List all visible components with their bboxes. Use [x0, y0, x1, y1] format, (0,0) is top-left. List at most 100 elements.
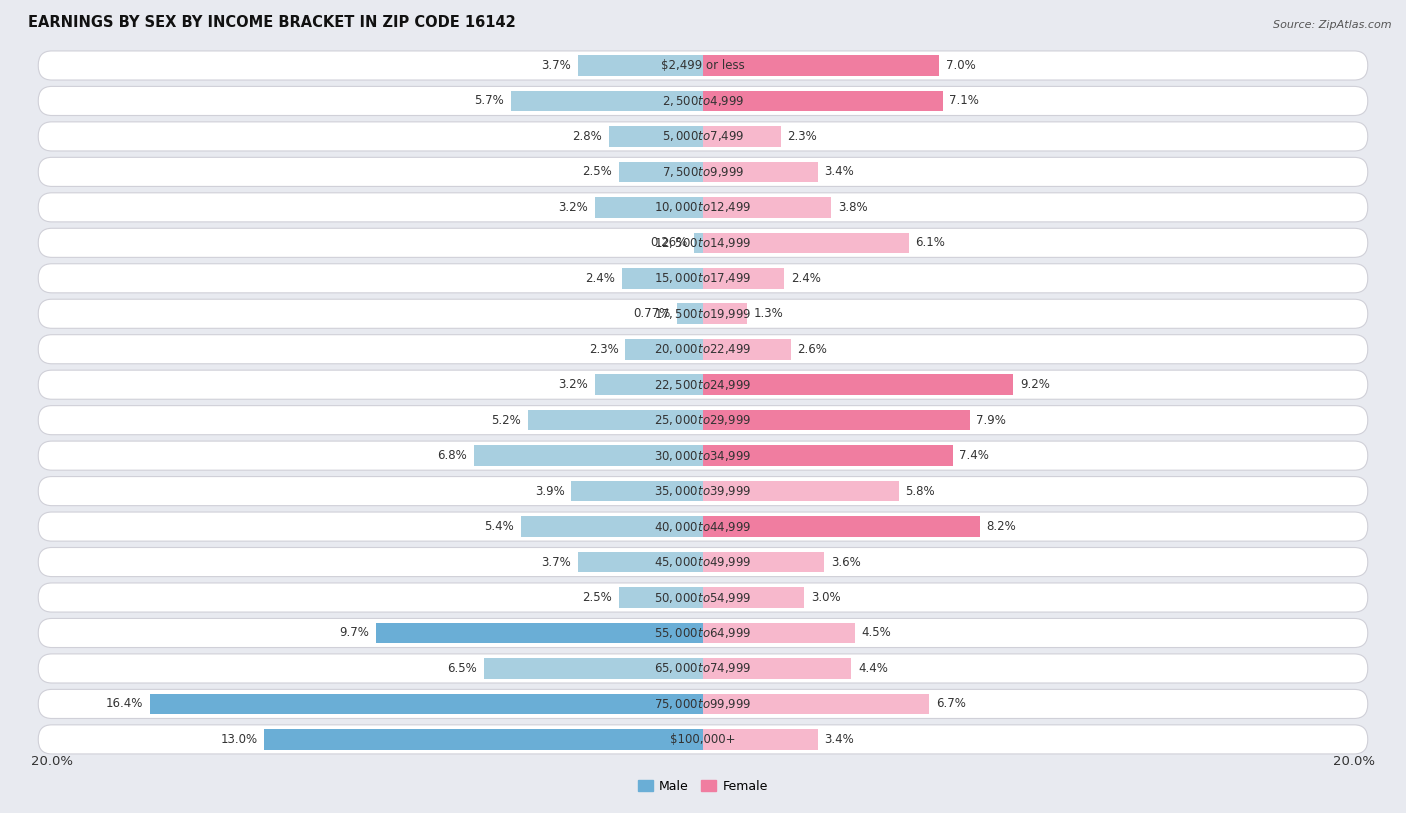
Bar	[619, 587, 703, 608]
Bar	[578, 552, 703, 572]
Text: 7.4%: 7.4%	[959, 449, 990, 462]
Text: 8.2%: 8.2%	[987, 520, 1017, 533]
Text: $65,000 to $74,999: $65,000 to $74,999	[654, 662, 752, 676]
Bar	[703, 162, 818, 182]
FancyBboxPatch shape	[38, 654, 1368, 683]
Text: 7.9%: 7.9%	[976, 414, 1007, 427]
Text: 3.7%: 3.7%	[541, 555, 571, 568]
Text: 2.4%: 2.4%	[790, 272, 821, 285]
Text: $45,000 to $49,999: $45,000 to $49,999	[654, 555, 752, 569]
FancyBboxPatch shape	[38, 193, 1368, 222]
Text: $15,000 to $17,499: $15,000 to $17,499	[654, 272, 752, 285]
Bar	[703, 55, 939, 76]
Bar	[703, 268, 785, 289]
Text: 13.0%: 13.0%	[221, 733, 257, 746]
Text: 3.4%: 3.4%	[824, 733, 855, 746]
Bar	[703, 480, 898, 502]
Text: 5.8%: 5.8%	[905, 485, 935, 498]
Text: $10,000 to $12,499: $10,000 to $12,499	[654, 200, 752, 215]
Text: 6.5%: 6.5%	[447, 662, 477, 675]
Text: 0.77%: 0.77%	[633, 307, 671, 320]
Text: 20.0%: 20.0%	[31, 755, 73, 768]
FancyBboxPatch shape	[38, 583, 1368, 612]
FancyBboxPatch shape	[38, 122, 1368, 151]
Text: EARNINGS BY SEX BY INCOME BRACKET IN ZIP CODE 16142: EARNINGS BY SEX BY INCOME BRACKET IN ZIP…	[28, 15, 516, 30]
Bar	[703, 375, 1014, 395]
Bar	[703, 693, 929, 714]
Bar	[527, 410, 703, 430]
Bar	[510, 91, 703, 111]
Text: 3.0%: 3.0%	[811, 591, 841, 604]
Text: $12,500 to $14,999: $12,500 to $14,999	[654, 236, 752, 250]
Bar	[703, 197, 831, 218]
Text: $35,000 to $39,999: $35,000 to $39,999	[654, 484, 752, 498]
FancyBboxPatch shape	[38, 512, 1368, 541]
FancyBboxPatch shape	[38, 406, 1368, 435]
Bar	[595, 197, 703, 218]
Text: 2.5%: 2.5%	[582, 165, 612, 178]
Bar	[703, 233, 908, 253]
Text: 1.3%: 1.3%	[754, 307, 783, 320]
Text: 2.6%: 2.6%	[797, 343, 827, 356]
Text: Source: ZipAtlas.com: Source: ZipAtlas.com	[1274, 20, 1392, 30]
FancyBboxPatch shape	[38, 689, 1368, 719]
Text: $50,000 to $54,999: $50,000 to $54,999	[654, 590, 752, 605]
Text: 16.4%: 16.4%	[105, 698, 143, 711]
Text: 3.6%: 3.6%	[831, 555, 860, 568]
Bar	[375, 623, 703, 643]
Text: 4.5%: 4.5%	[862, 627, 891, 640]
Bar	[703, 623, 855, 643]
Bar	[703, 339, 790, 359]
Bar	[703, 126, 780, 146]
FancyBboxPatch shape	[38, 547, 1368, 576]
Bar	[264, 729, 703, 750]
Text: 6.8%: 6.8%	[437, 449, 467, 462]
Legend: Male, Female: Male, Female	[633, 775, 773, 798]
Text: 3.4%: 3.4%	[824, 165, 855, 178]
FancyBboxPatch shape	[38, 158, 1368, 186]
Bar	[703, 587, 804, 608]
Text: $40,000 to $44,999: $40,000 to $44,999	[654, 520, 752, 533]
Text: $20,000 to $22,499: $20,000 to $22,499	[654, 342, 752, 356]
Text: $7,500 to $9,999: $7,500 to $9,999	[662, 165, 744, 179]
Text: 5.2%: 5.2%	[491, 414, 520, 427]
Bar	[703, 729, 818, 750]
Text: 5.4%: 5.4%	[484, 520, 515, 533]
FancyBboxPatch shape	[38, 619, 1368, 647]
Text: 5.7%: 5.7%	[474, 94, 503, 107]
Bar	[703, 516, 980, 537]
Text: 3.2%: 3.2%	[558, 378, 588, 391]
Bar	[571, 480, 703, 502]
Text: 2.4%: 2.4%	[585, 272, 616, 285]
Text: 7.0%: 7.0%	[946, 59, 976, 72]
Bar	[678, 303, 703, 324]
Text: $2,500 to $4,999: $2,500 to $4,999	[662, 94, 744, 108]
Text: $100,000+: $100,000+	[671, 733, 735, 746]
Text: $55,000 to $64,999: $55,000 to $64,999	[654, 626, 752, 640]
FancyBboxPatch shape	[38, 299, 1368, 328]
Bar	[703, 410, 970, 430]
Text: $30,000 to $34,999: $30,000 to $34,999	[654, 449, 752, 463]
Text: 6.7%: 6.7%	[936, 698, 966, 711]
Bar	[626, 339, 703, 359]
Bar	[703, 91, 942, 111]
Bar	[520, 516, 703, 537]
Text: 9.2%: 9.2%	[1021, 378, 1050, 391]
FancyBboxPatch shape	[38, 441, 1368, 470]
Bar	[609, 126, 703, 146]
Text: $25,000 to $29,999: $25,000 to $29,999	[654, 413, 752, 427]
Bar	[703, 446, 953, 466]
Text: $17,500 to $19,999: $17,500 to $19,999	[654, 307, 752, 321]
Text: 3.7%: 3.7%	[541, 59, 571, 72]
Text: 6.1%: 6.1%	[915, 237, 945, 250]
Text: 20.0%: 20.0%	[1333, 755, 1375, 768]
Text: $5,000 to $7,499: $5,000 to $7,499	[662, 129, 744, 143]
Text: 9.7%: 9.7%	[339, 627, 368, 640]
Bar	[703, 659, 852, 679]
Bar	[578, 55, 703, 76]
Text: 7.1%: 7.1%	[949, 94, 979, 107]
Bar	[695, 233, 703, 253]
FancyBboxPatch shape	[38, 476, 1368, 506]
Text: 2.3%: 2.3%	[589, 343, 619, 356]
Text: $22,500 to $24,999: $22,500 to $24,999	[654, 378, 752, 392]
